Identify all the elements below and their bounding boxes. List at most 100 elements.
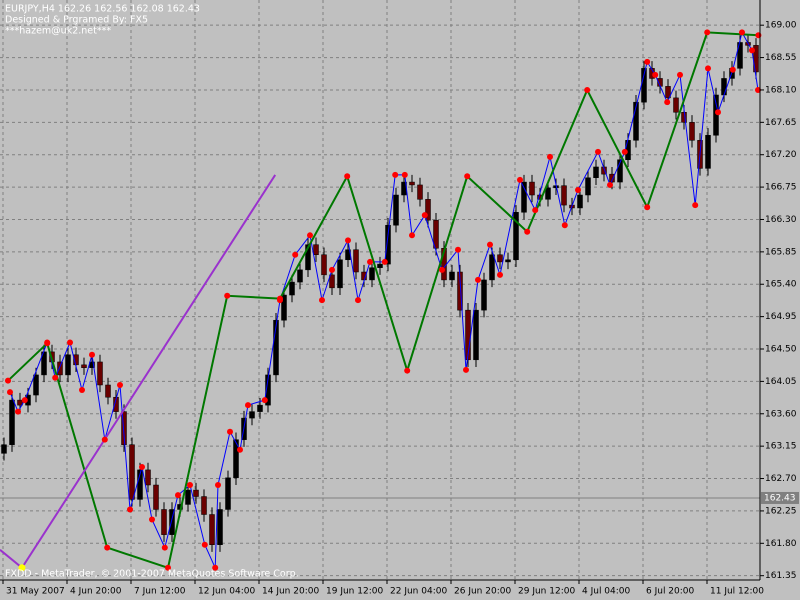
overlay-dot [607, 181, 613, 188]
overlay-dot [215, 482, 221, 489]
y-tick-label: 162.25 [765, 506, 797, 516]
overlay-dot [175, 492, 181, 499]
overlay-dot [464, 173, 471, 180]
overlay-dot [524, 228, 531, 235]
candle-body [129, 444, 135, 500]
candle-body [369, 267, 375, 281]
annotation: Designed & Prgramed By: FX5 [5, 15, 148, 26]
candle-body [201, 496, 207, 515]
overlay-dot [729, 66, 736, 73]
overlay-dot [584, 86, 591, 93]
candle-body [433, 219, 439, 249]
x-tick-label: 19 Jun 12:00 [326, 587, 383, 597]
x-tick-label: 29 Jun 12:00 [518, 587, 575, 597]
candle-body [521, 181, 527, 213]
candle-body [81, 364, 87, 368]
overlay-dot [5, 377, 11, 384]
candle-body [481, 279, 487, 311]
candle-body [105, 384, 111, 398]
y-tick-label: 166.75 [765, 183, 797, 193]
plot-area [0, 29, 762, 572]
overlay-dot [692, 202, 699, 209]
overlay-dot [455, 246, 461, 253]
overlay-dot [404, 367, 411, 374]
overlay-dot [212, 564, 219, 571]
overlay-dot [739, 29, 745, 36]
candle-body [1, 444, 7, 454]
candle-body [57, 361, 63, 376]
overlay-dot [117, 381, 123, 388]
y-tick-label: 168.55 [765, 53, 797, 63]
candle-body [321, 254, 327, 276]
y-tick-label: 166.30 [765, 215, 797, 225]
overlay-dot [677, 71, 683, 78]
y-tick-label: 164.05 [765, 377, 797, 387]
x-tick-label: 6 Jul 20:00 [646, 587, 695, 597]
x-tick-label: 11 Jul 12:00 [710, 587, 764, 597]
candle-body [265, 374, 271, 406]
x-tick-label: 4 Jun 20:00 [70, 587, 122, 597]
candle-body [409, 181, 415, 186]
highlight-dot [18, 564, 26, 572]
y-tick-label: 165.85 [765, 247, 797, 257]
candle-body [609, 173, 615, 183]
y-tick-label: 167.65 [765, 118, 797, 128]
overlay-dot [652, 71, 659, 78]
overlay-dot [44, 340, 51, 347]
candle-body [297, 269, 303, 283]
candle-body [17, 399, 23, 406]
axes: 169.00 168.55 168.10 167.65 167.20 166.75 166.… [2, 21, 799, 597]
candle-body [225, 477, 231, 510]
overlay-dot [409, 232, 415, 239]
candle-body [65, 354, 71, 376]
candle-body [113, 396, 119, 412]
overlay-dot [89, 351, 95, 358]
candle-body [449, 271, 455, 281]
overlay-dot [201, 541, 208, 548]
y-tick-label: 163.15 [765, 442, 797, 452]
y-tick-label: 168.10 [765, 85, 797, 95]
overlay-dot [547, 153, 553, 160]
candle-body [153, 484, 159, 510]
x-tick-label: 12 Jun 04:00 [198, 587, 255, 597]
overlay-dot [52, 374, 59, 381]
y-tick-label: 161.80 [765, 539, 797, 549]
overlay-dot [261, 397, 268, 404]
y-tick-label: 165.40 [765, 280, 797, 290]
overlay-dot [139, 464, 145, 471]
overlay-dot [561, 222, 568, 229]
overlay-dot [149, 516, 155, 523]
candle-body [209, 514, 215, 545]
candle-body [425, 199, 431, 221]
overlay-dot [344, 173, 351, 180]
overlay-dot [104, 544, 111, 551]
candle-body [497, 254, 503, 263]
candle-body [633, 101, 639, 141]
candle-body [193, 489, 199, 497]
candle-body [545, 187, 551, 200]
x-tick-label: 7 Jun 12:00 [134, 587, 186, 597]
candle-body [353, 249, 359, 273]
candle-body [665, 86, 671, 99]
candle-body [721, 78, 727, 96]
overlay-dot [715, 109, 721, 116]
candle-body [393, 194, 399, 226]
candle-body [249, 411, 255, 419]
x-tick-label: 31 May 2007 [6, 587, 65, 597]
overlay-dot [621, 148, 628, 155]
overlay-dot [595, 148, 601, 155]
candle-body [233, 439, 239, 479]
overlay-dot [329, 266, 335, 273]
overlay-line [7, 31, 759, 570]
y-tick-label: 167.20 [765, 150, 797, 160]
y-tick-label: 169.00 [765, 21, 797, 31]
x-tick-label: 14 Jun 20:00 [262, 587, 319, 597]
candle-body [145, 469, 151, 486]
candle-body [505, 259, 511, 263]
overlay-dot [497, 271, 503, 278]
x-tick-label: 26 Jun 20:00 [454, 587, 511, 597]
overlay-dot [463, 366, 469, 373]
candle-body [593, 166, 599, 178]
